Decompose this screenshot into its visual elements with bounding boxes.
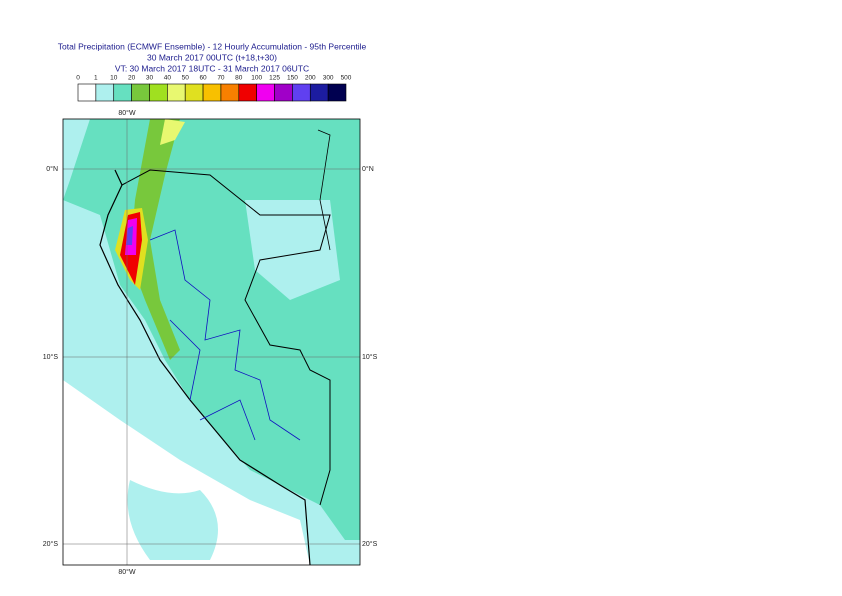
legend-label: 80 (235, 75, 243, 82)
map (63, 119, 360, 565)
wet-patch (160, 119, 185, 145)
lat-label: 0°N (362, 165, 374, 173)
legend-box (274, 83, 293, 102)
legend-box (167, 83, 186, 102)
legend-box (238, 83, 257, 102)
legend-label: 300 (323, 75, 334, 82)
legend-box (184, 83, 204, 102)
field-patch (245, 200, 340, 300)
lon-label: 80°W (118, 568, 136, 576)
legend-box (95, 83, 115, 102)
regions (149, 229, 301, 441)
lat-label: 10°S (362, 353, 378, 361)
legend-label: 30 (146, 75, 154, 82)
legend-box (309, 83, 329, 102)
legend: 0 1 10 20 30 40 50 60 70 80 100 125 150 200 300 500 (76, 75, 352, 102)
legend-box (256, 83, 275, 102)
lat-label: 20°S (43, 540, 59, 548)
legend-box (149, 83, 168, 102)
legend-box (113, 83, 132, 102)
legend-box (77, 83, 97, 102)
map-frame (62, 118, 361, 566)
coastline (99, 169, 311, 565)
legend-box (202, 83, 222, 102)
legend-label: 100 (251, 75, 262, 82)
legend-box (327, 83, 347, 102)
legend-label: 200 (305, 75, 316, 82)
lon-label: 80°W (118, 109, 136, 117)
legend-box (292, 83, 311, 102)
legend-label: 500 (341, 75, 352, 82)
wet-band (130, 119, 180, 360)
lat-label: 10°S (43, 353, 59, 361)
heavy-core-center (126, 226, 133, 245)
legend-label: 70 (217, 75, 225, 82)
legend-box (131, 83, 150, 102)
border (121, 169, 331, 506)
legend-box (220, 83, 240, 102)
lat-label: 0°N (46, 165, 58, 173)
title: Total Precipitation (ECMWF Ensemble) - 1… (58, 41, 367, 51)
lat-label: 20°S (362, 540, 378, 548)
ocean-field (127, 480, 218, 560)
legend-label: 150 (287, 75, 298, 82)
base-time: 30 March 2017 00UTC (t+18,t+30) (147, 52, 277, 62)
legend-label: 1 (94, 75, 98, 82)
legend-label: 0 (76, 75, 80, 82)
legend-label: 125 (269, 75, 280, 82)
dry-ocean (63, 380, 310, 565)
valid-time: VT: 30 March 2017 18UTC - 31 March 2017 … (115, 63, 309, 73)
legend-label: 20 (128, 75, 136, 82)
border (317, 129, 331, 251)
legend-label: 60 (199, 75, 207, 82)
legend-label: 40 (164, 75, 172, 82)
legend-label: 50 (182, 75, 190, 82)
legend-label: 10 (110, 75, 118, 82)
